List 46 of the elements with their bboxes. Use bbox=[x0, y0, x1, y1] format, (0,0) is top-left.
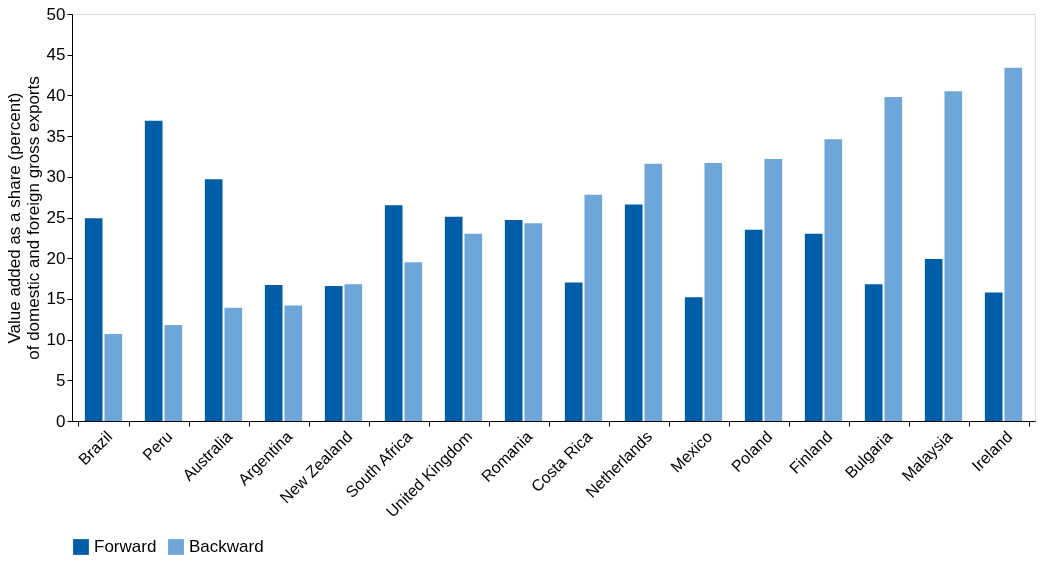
bar bbox=[164, 324, 183, 421]
y-axis-title: Value added as a share (percent) of domestic and foreign gross exports bbox=[4, 76, 43, 360]
bar bbox=[824, 139, 843, 421]
bar bbox=[944, 91, 963, 421]
bar bbox=[984, 292, 1003, 421]
bar bbox=[584, 194, 603, 421]
legend-label: Backward bbox=[189, 537, 264, 556]
bar bbox=[644, 163, 663, 421]
bar bbox=[464, 233, 483, 421]
y-tick-label: 10 bbox=[46, 330, 66, 350]
bar bbox=[744, 229, 763, 421]
bar bbox=[284, 305, 303, 421]
bar bbox=[324, 285, 343, 421]
bar bbox=[84, 218, 103, 421]
bar bbox=[884, 97, 903, 421]
legend-label: Forward bbox=[94, 537, 157, 556]
bar bbox=[924, 259, 943, 421]
bar bbox=[204, 179, 223, 421]
y-tick-label: 35 bbox=[46, 126, 66, 146]
y-tick-label: 15 bbox=[46, 289, 66, 309]
bar bbox=[684, 297, 703, 421]
bar bbox=[444, 216, 463, 421]
bar bbox=[504, 219, 523, 421]
bar bbox=[384, 205, 403, 421]
bar bbox=[864, 284, 883, 421]
bar bbox=[704, 162, 723, 421]
bar bbox=[104, 333, 123, 421]
y-tick-label: 50 bbox=[46, 4, 66, 24]
y-tick-label: 30 bbox=[46, 167, 66, 187]
y-tick-label: 25 bbox=[46, 208, 66, 227]
bar bbox=[804, 233, 823, 421]
bar bbox=[624, 204, 643, 421]
bar bbox=[264, 285, 283, 421]
bar bbox=[344, 284, 363, 421]
bar bbox=[1004, 67, 1023, 421]
bar bbox=[404, 262, 423, 421]
bar bbox=[144, 120, 163, 421]
y-tick-label: 45 bbox=[46, 45, 66, 65]
y-tick-label: 20 bbox=[46, 248, 66, 268]
bar bbox=[524, 223, 543, 421]
bar bbox=[764, 158, 783, 421]
y-tick-label: 40 bbox=[46, 85, 66, 105]
y-tick-label: 5 bbox=[56, 370, 66, 390]
bar bbox=[564, 282, 583, 421]
bar bbox=[224, 307, 243, 421]
y-tick-label: 0 bbox=[56, 411, 66, 431]
